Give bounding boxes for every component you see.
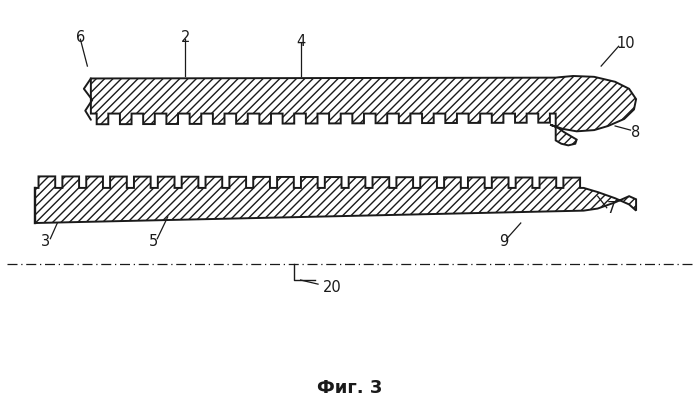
Text: 2: 2 xyxy=(180,30,190,45)
Text: 9: 9 xyxy=(498,234,508,249)
Polygon shape xyxy=(35,176,636,223)
Text: 20: 20 xyxy=(323,280,341,294)
Text: 7: 7 xyxy=(607,201,617,216)
Text: 8: 8 xyxy=(631,125,641,140)
Text: 4: 4 xyxy=(296,34,305,49)
Polygon shape xyxy=(91,76,636,145)
Text: 5: 5 xyxy=(149,234,159,249)
Text: 6: 6 xyxy=(75,30,85,45)
Text: 10: 10 xyxy=(617,36,635,51)
Text: Фиг. 3: Фиг. 3 xyxy=(317,379,382,397)
Text: 3: 3 xyxy=(41,234,50,249)
